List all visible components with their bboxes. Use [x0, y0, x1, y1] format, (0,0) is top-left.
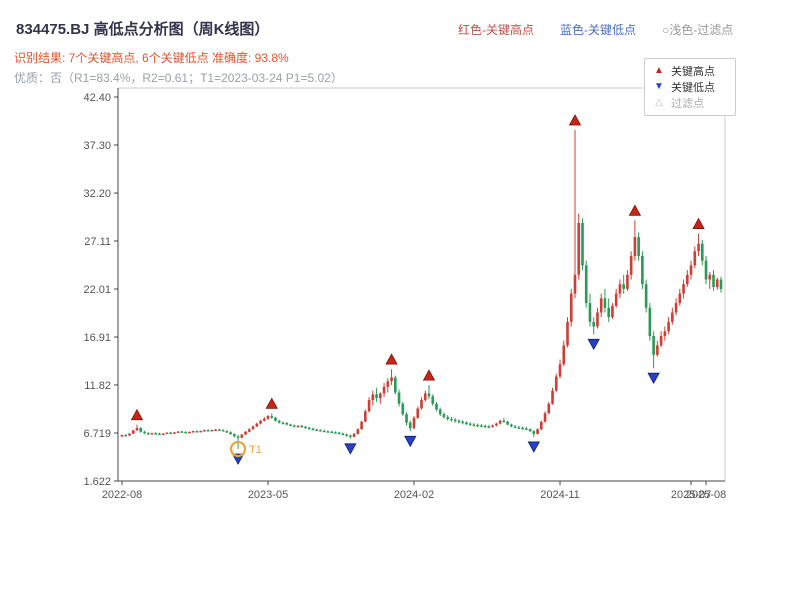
legend-label-filter-point: 过滤点 [671, 98, 704, 110]
svg-text:6.719: 6.719 [83, 428, 111, 440]
svg-text:16.91: 16.91 [83, 332, 111, 344]
quality-summary-text: 优质：否（R1=83.4%，R2=0.61；T1=2023-03-24 P1=5… [14, 71, 343, 85]
legend-row-filter-point: △ 过滤点 [653, 95, 727, 111]
t1-annotation: T1 [249, 444, 262, 456]
svg-text:42.40: 42.40 [83, 92, 111, 104]
svg-text:2024-02: 2024-02 [394, 489, 434, 501]
chart-legend: ▲ 关键高点 ▼ 关键低点 △ 过滤点 [644, 58, 736, 116]
key-low-triangle-icon: ▼ [654, 81, 664, 92]
key-high-triangle-icon: ▲ [654, 65, 664, 76]
svg-text:2025-07: 2025-07 [671, 489, 711, 501]
svg-text:2023-05: 2023-05 [248, 489, 288, 501]
recognition-result-text: 识别结果: 7个关键高点, 6个关键低点 准确度: 93.8% [14, 51, 289, 65]
svg-text:37.30: 37.30 [83, 140, 111, 152]
svg-text:32.20: 32.20 [83, 188, 111, 200]
legend-row-key-low: ▼ 关键低点 [653, 79, 727, 95]
color-legend-key-low: 蓝色-关键低点 [560, 23, 636, 37]
color-legend-key-high: 红色-关键高点 [458, 23, 534, 37]
page-title: 834475.BJ 高低点分析图（周K线图） [16, 21, 270, 38]
legend-row-key-high: ▲ 关键高点 [653, 63, 727, 79]
svg-text:1.622: 1.622 [83, 476, 111, 488]
svg-text:2022-08: 2022-08 [102, 489, 142, 501]
color-legend: 红色-关键高点 蓝色-关键低点 ○浅色-过滤点 [458, 21, 733, 38]
color-legend-filter-point: ○浅色-过滤点 [662, 23, 734, 37]
legend-label-key-high: 关键高点 [671, 66, 715, 78]
svg-text:11.82: 11.82 [84, 380, 111, 392]
svg-text:2024-11: 2024-11 [540, 489, 580, 501]
svg-text:2025-08: 2025-08 [686, 489, 726, 501]
filter-point-triangle-icon: △ [655, 97, 663, 108]
svg-text:22.01: 22.01 [83, 284, 111, 296]
svg-text:27.11: 27.11 [84, 236, 111, 248]
legend-label-key-low: 关键低点 [671, 82, 715, 94]
